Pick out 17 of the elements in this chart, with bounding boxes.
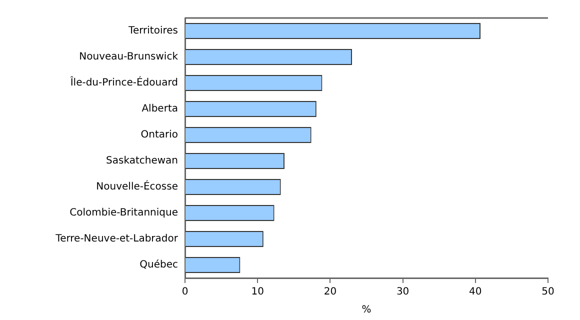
y-tick-label: Ontario — [140, 130, 178, 141]
x-tick-label: 0 — [182, 286, 188, 298]
y-tick-label: Nouveau-Brunswick — [79, 52, 178, 63]
y-tick-label: Île-du-Prince-Édouard — [70, 76, 178, 89]
y-tick-label: Colombie-Britannique — [70, 208, 178, 219]
y-tick-label: Territoires — [128, 26, 178, 37]
x-tick-label: 20 — [324, 286, 337, 298]
x-tick-label: 10 — [251, 286, 264, 298]
y-tick-label: Alberta — [142, 104, 178, 115]
y-tick-label: Terre-Neuve-et-Labrador — [54, 234, 179, 245]
y-tick-label: Québec — [140, 260, 178, 271]
y-tick-label: Saskatchewan — [106, 156, 178, 167]
y-tick-label: Nouvelle-Écosse — [96, 180, 178, 193]
x-tick-label: 40 — [469, 286, 482, 298]
x-tick-label: 50 — [542, 286, 554, 298]
x-tick-label: 30 — [396, 286, 410, 298]
x-axis-title: % — [362, 304, 372, 316]
